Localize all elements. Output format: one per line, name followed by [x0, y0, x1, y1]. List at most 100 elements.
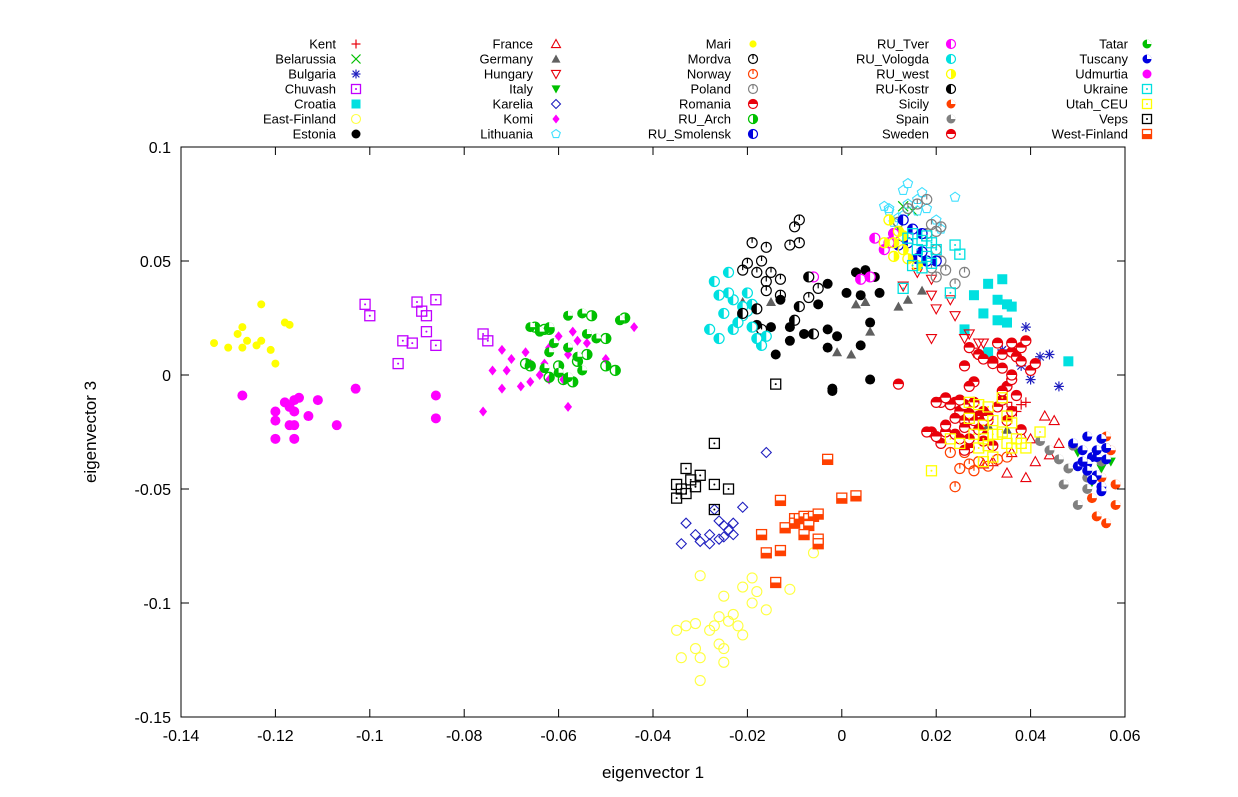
legend-entry-sicily: Sicily: [899, 97, 956, 112]
data-point: [902, 232, 914, 244]
legend-marker: [747, 128, 759, 140]
data-point: [958, 266, 971, 278]
data-point: [746, 597, 758, 609]
x-tick-label: -0.14: [163, 728, 200, 745]
legend-entry-france: France: [493, 37, 562, 52]
data-point: [238, 343, 247, 352]
legend-entry-kent: Kent: [309, 37, 361, 52]
data-point: [930, 243, 942, 256]
data-point: [878, 237, 890, 249]
data-point: [1082, 484, 1093, 494]
data-point: [930, 430, 942, 443]
data-point: [1091, 511, 1102, 522]
data-point: [774, 544, 787, 557]
data-point: [689, 528, 702, 541]
data-point: [1053, 381, 1064, 392]
data-point: [949, 481, 961, 493]
legend-entry-germany: Germany: [480, 52, 561, 67]
data-point: [878, 200, 890, 211]
data-point: [703, 528, 716, 541]
legend-marker: [945, 83, 957, 95]
data-point: [1044, 349, 1055, 360]
data-point: [671, 624, 683, 636]
legend-entry-poland: Poland: [691, 82, 759, 97]
data-point: [303, 411, 314, 422]
data-point: [958, 360, 971, 372]
data-point: [680, 462, 692, 475]
data-point: [524, 360, 536, 372]
data-point: [238, 323, 247, 332]
data-point: [860, 297, 871, 307]
data-point: [996, 348, 1008, 361]
data-point: [727, 528, 740, 541]
data-point: [869, 232, 881, 244]
legend-label: Karelia: [493, 97, 534, 112]
legend-entry-belarussia: Belarussia: [275, 52, 361, 67]
data-point: [996, 385, 1008, 397]
legend-entry-estonia: Estonia: [293, 127, 361, 142]
data-point: [430, 294, 442, 306]
data-point: [694, 570, 706, 582]
legend-label: France: [493, 37, 533, 52]
data-point: [722, 287, 735, 299]
legend-marker: [551, 128, 561, 139]
legend-entry-utah-ceu: Utah_CEU: [1066, 97, 1153, 112]
data-point: [798, 528, 810, 541]
data-point: [270, 433, 281, 444]
data-point: [737, 264, 749, 276]
data-point: [1015, 342, 1027, 354]
data-point: [1072, 499, 1083, 510]
data-point: [746, 237, 758, 249]
data-point: [284, 420, 295, 431]
data-point: [713, 289, 725, 301]
legend-entry-east-finland: East-Finland: [263, 112, 362, 127]
data-point: [832, 331, 843, 342]
data-point: [1001, 466, 1013, 478]
legend-label: Germany: [480, 52, 534, 67]
data-point: [925, 465, 938, 477]
data-point: [1010, 389, 1023, 402]
data-point: [1024, 432, 1037, 444]
data-point: [364, 310, 376, 322]
x-axis-ticks: -0.14 -0.12 -0.1 -0.08 -0.06 -0.04 -0.02 0 0.02 0…: [163, 147, 1141, 745]
data-point: [1110, 499, 1121, 510]
data-point: [548, 338, 559, 349]
data-point: [793, 301, 805, 313]
legend-entry-hungary: Hungary: [484, 67, 562, 82]
legend-label: Bulgaria: [288, 67, 336, 82]
y-axis-label: eigenvector 3: [81, 381, 100, 483]
data-point: [925, 257, 938, 269]
data-point: [846, 349, 857, 359]
data-point: [526, 376, 535, 387]
data-point: [1006, 301, 1017, 312]
data-point: [930, 304, 943, 316]
data-point: [902, 177, 914, 189]
data-point: [963, 458, 975, 470]
data-point: [949, 311, 962, 322]
data-point: [944, 287, 957, 299]
data-point: [983, 278, 994, 289]
data-point: [874, 287, 885, 298]
data-point: [1082, 431, 1093, 442]
data-point: [270, 406, 281, 417]
x-tick-label: 0.02: [921, 728, 952, 745]
series-karelia: [675, 446, 773, 550]
data-point: [813, 299, 824, 310]
legend-label: Komi: [503, 112, 533, 127]
series-sweden: [892, 335, 1041, 445]
data-point: [708, 275, 720, 288]
legend-entry-ru-arch: RU_Arch: [678, 112, 759, 127]
data-point: [983, 347, 994, 358]
legend-entry-spain: Spain: [896, 112, 956, 127]
legend-marker: [1142, 54, 1152, 64]
legend-entry-ru-kostr: RU-Kostr: [876, 82, 957, 97]
data-point: [821, 453, 834, 466]
data-point: [572, 351, 583, 362]
legend-marker: [351, 99, 361, 109]
data-point: [704, 624, 716, 636]
data-point: [992, 315, 1003, 326]
data-point: [713, 515, 725, 527]
series-croatia: [959, 274, 1074, 367]
data-point: [694, 674, 706, 687]
data-point: [732, 620, 744, 632]
